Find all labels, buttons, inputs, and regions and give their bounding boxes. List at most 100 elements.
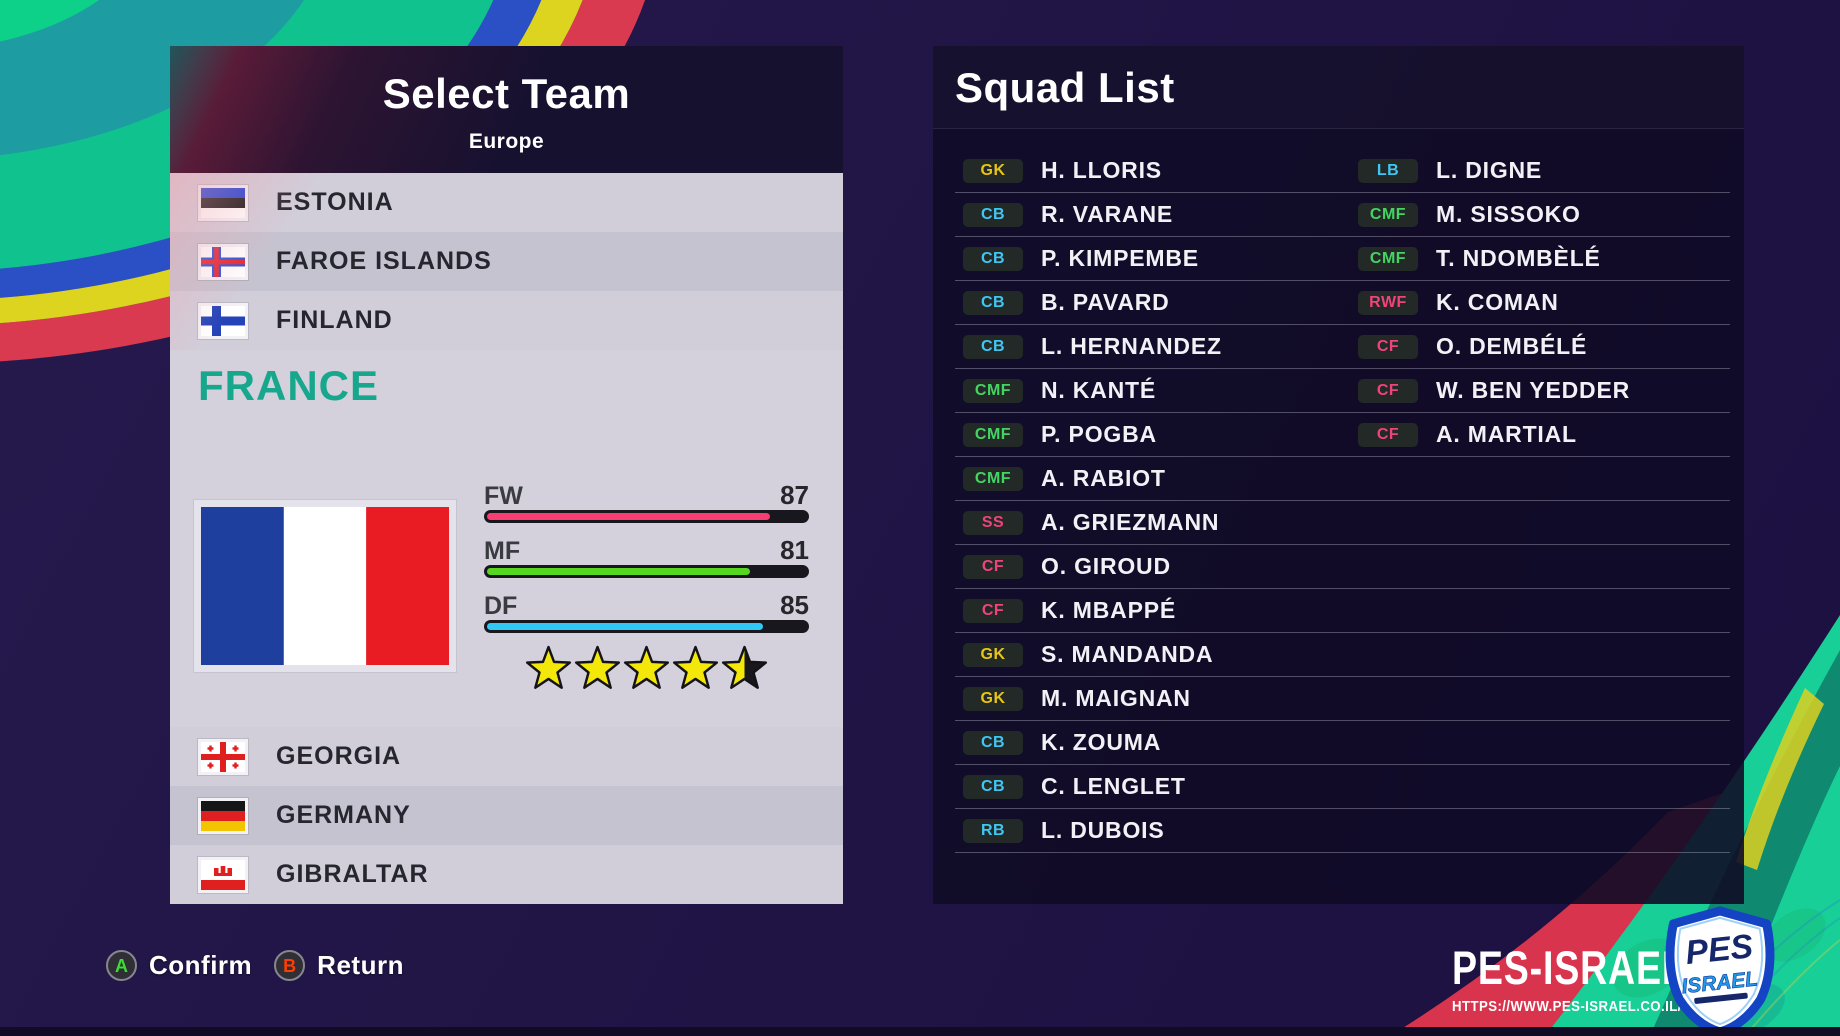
position-badge: CF: [1358, 378, 1418, 403]
player-name: P. KIMPEMBE: [1041, 245, 1199, 271]
return-hint[interactable]: B Return: [274, 950, 404, 981]
star-icon: [672, 645, 719, 690]
team-name: GERMANY: [276, 801, 411, 829]
player-name: K. MBAPPÉ: [1041, 597, 1176, 623]
player-name: L. HERNANDEZ: [1041, 333, 1222, 359]
confirm-label: Confirm: [149, 950, 253, 980]
team-list-above: ESTONIA FAROE ISLANDS FINLAND: [170, 173, 843, 350]
estonia-flag-icon: [198, 184, 248, 221]
squad-row: GK S. MANDANDA: [955, 633, 1730, 677]
player-name: M. SISSOKO: [1436, 201, 1581, 227]
player-name: P. POGBA: [1041, 421, 1157, 447]
player-name: B. PAVARD: [1041, 289, 1170, 315]
player-name: A. MARTIAL: [1436, 421, 1577, 447]
position-badge: CMF: [963, 466, 1023, 491]
logo-subtext-bar: [1694, 992, 1748, 1004]
squad-entry: LB L. DIGNE: [1358, 149, 1542, 192]
player-name: A. GRIEZMANN: [1041, 509, 1220, 535]
position-badge: RWF: [1358, 290, 1418, 315]
position-badge: CMF: [963, 422, 1023, 447]
team-name: GEORGIA: [276, 742, 402, 770]
squad-entry: RWF K. COMAN: [1358, 281, 1559, 324]
branding: PES-ISRAEL HTTPS://WWW.PES-ISRAEL.CO.IL/: [1452, 940, 1744, 1015]
position-badge: CB: [963, 334, 1023, 359]
team-stats: FW 87 MF 81 DF 85: [484, 480, 809, 690]
squad-entry: SS A. GRIEZMANN: [963, 501, 1219, 544]
squad-row: CB P. KIMPEMBE CMF T. NDOMBÈLÉ: [955, 237, 1730, 281]
player-name: K. COMAN: [1436, 289, 1559, 315]
stat-bar-fill: [487, 623, 764, 630]
squad-entry: CMF A. RABIOT: [963, 457, 1166, 500]
player-name: A. RABIOT: [1041, 465, 1166, 491]
stat-bar-track: [484, 620, 809, 633]
team-row-finland[interactable]: FINLAND: [170, 291, 843, 350]
stat-value: 87: [780, 480, 809, 510]
brand-name: PES-ISRAEL: [1452, 941, 1686, 994]
squad-list-panel: Squad List GK H. LLORIS LB L. DIGNE CB R. VAR…: [933, 46, 1744, 904]
star-icon: [623, 645, 670, 690]
stat-row-fw: FW 87: [484, 480, 809, 523]
stat-row-df: DF 85: [484, 590, 809, 633]
player-name: L. DUBOIS: [1041, 817, 1165, 843]
a-button-letter: A: [115, 955, 128, 976]
player-name: M. MAIGNAN: [1041, 685, 1191, 711]
finland-flag-icon: [198, 302, 248, 339]
confirm-hint[interactable]: A Confirm: [106, 950, 252, 981]
team-row-germany[interactable]: GERMANY: [170, 786, 843, 845]
squad-row: CF K. MBAPPÉ: [955, 589, 1730, 633]
squad-entry: CMF M. SISSOKO: [1358, 193, 1581, 236]
player-name: L. DIGNE: [1436, 157, 1543, 183]
team-row-georgia[interactable]: GEORGIA: [170, 727, 843, 786]
stat-value: 81: [780, 535, 809, 565]
squad-entry: CF A. MARTIAL: [1358, 413, 1577, 456]
squad-title-band: [933, 46, 1744, 129]
player-name: N. KANTÉ: [1041, 377, 1157, 403]
france-flag-icon: [194, 500, 456, 672]
player-name: O. DEMBÉLÉ: [1436, 333, 1588, 359]
team-row-faroe-islands[interactable]: FAROE ISLANDS: [170, 232, 843, 291]
half-star-icon: [721, 645, 768, 690]
stat-bar-track: [484, 510, 809, 523]
team-row-gibraltar[interactable]: GIBRALTAR: [170, 845, 843, 904]
squad-entry: CMF P. POGBA: [963, 413, 1157, 456]
squad-entry: GK M. MAIGNAN: [963, 677, 1191, 720]
squad-entry: CB P. KIMPEMBE: [963, 237, 1199, 280]
gibraltar-flag-icon: [198, 856, 248, 893]
player-name: C. LENGLET: [1041, 773, 1186, 799]
position-badge: CMF: [1358, 246, 1418, 271]
position-badge: RB: [963, 818, 1023, 843]
germany-flag-icon: [198, 797, 248, 834]
selected-team-block[interactable]: FRANCE FW 87 MF 81 DF 85: [170, 350, 843, 727]
team-row-estonia[interactable]: ESTONIA: [170, 173, 843, 232]
squad-entry: CF O. DEMBÉLÉ: [1358, 325, 1587, 368]
selected-team-name: FRANCE: [198, 362, 379, 409]
squad-entry: CB K. ZOUMA: [963, 721, 1161, 764]
stat-bar-fill: [487, 568, 751, 575]
squad-row: CMF P. POGBA CF A. MARTIAL: [955, 413, 1730, 457]
pes-israel-logo: PES ISRAEL: [1665, 906, 1775, 1036]
stat-bar-fill: [487, 513, 770, 520]
bottom-bar: [0, 1027, 1840, 1036]
team-list-below: GEORGIA GERMANY GIBRALTAR: [170, 727, 843, 904]
player-name: K. ZOUMA: [1041, 729, 1162, 755]
squad-entry: GK S. MANDANDA: [963, 633, 1213, 676]
squad-entry: CF O. GIROUD: [963, 545, 1171, 588]
player-name: O. GIROUD: [1041, 553, 1171, 579]
position-badge: LB: [1358, 158, 1418, 183]
select-team-title: Select Team: [382, 70, 631, 117]
stat-row-mf: MF 81: [484, 535, 809, 578]
position-badge: CMF: [963, 378, 1023, 403]
position-badge: CB: [963, 774, 1023, 799]
stat-label: MF: [484, 537, 521, 565]
stat-value: 85: [780, 590, 809, 620]
select-team-panel: Select Team Europe ESTONIA FAROE ISLANDS F…: [170, 46, 843, 904]
squad-row: CB K. ZOUMA: [955, 721, 1730, 765]
squad-entry: CMF T. NDOMBÈLÉ: [1358, 237, 1601, 280]
stat-label: FW: [484, 482, 523, 510]
squad-entry: CB L. HERNANDEZ: [963, 325, 1222, 368]
stat-label: DF: [484, 592, 518, 620]
squad-entry: CB B. PAVARD: [963, 281, 1170, 324]
team-name: FAROE ISLANDS: [276, 247, 492, 275]
squad-row: CB B. PAVARD RWF K. COMAN: [955, 281, 1730, 325]
